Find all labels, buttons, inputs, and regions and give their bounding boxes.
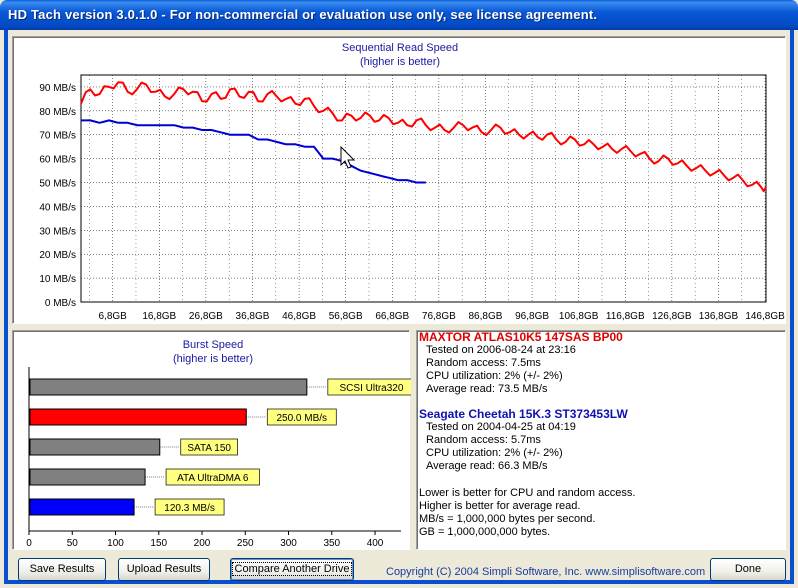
burst-bar	[29, 498, 135, 516]
burst-x-tick-label: 250	[237, 538, 254, 549]
x-tick-label: 86,8GB	[469, 311, 503, 322]
mouse-cursor-icon	[340, 145, 356, 169]
drive2-random-access: Random access: 5.7ms	[426, 434, 541, 446]
y-tick-label: 40 MB/s	[39, 202, 76, 213]
burst-bar-label: 250.0 MB/s	[276, 413, 327, 424]
drive2-info: Seagate Cheetah 15K.3 ST373453LW Tested …	[419, 408, 628, 473]
drive-info-panel: MAXTOR ATLAS10K5 147SAS BP00 Tested on 2…	[416, 330, 786, 550]
drive2-name: Seagate Cheetah 15K.3 ST373453LW	[419, 407, 628, 421]
burst-label-box	[327, 378, 411, 396]
burst-x-tick-label: 0	[26, 538, 32, 549]
x-tick-label: 26,8GB	[189, 311, 223, 322]
drive1-cpu: CPU utilization: 2% (+/- 2%)	[426, 370, 563, 382]
drive2-average: Average read: 66.3 MB/s	[426, 460, 548, 472]
x-tick-label: 36,8GB	[236, 311, 270, 322]
burst-bar	[29, 378, 308, 396]
series-line-seagate	[81, 119, 426, 184]
window-frame	[4, 30, 794, 584]
drive1-info: MAXTOR ATLAS10K5 147SAS BP00 Tested on 2…	[419, 331, 623, 396]
note-line: Higher is better for average read.	[419, 500, 581, 512]
x-tick-label: 96,8GB	[515, 311, 549, 322]
upload-results-label: Upload Results	[126, 563, 202, 575]
burst-label-box	[266, 408, 337, 426]
seq-chart-title: Sequential Read Speed	[341, 42, 459, 54]
info-notes: Lower is better for CPU and random acces…	[419, 487, 635, 539]
save-results-button[interactable]: Save Results	[18, 558, 106, 581]
note-line: Lower is better for CPU and random acces…	[419, 487, 636, 499]
burst-chart-title-block: Burst Speed (higher is better)	[113, 338, 313, 366]
x-tick-label: 136,8GB	[699, 311, 739, 322]
burst-label-box	[180, 438, 238, 456]
y-tick-label: 0 MB/s	[45, 298, 76, 309]
burst-x-tick-label: 200	[194, 538, 211, 549]
burst-bar-label: SATA 150	[187, 443, 231, 454]
seq-chart-subtitle: (higher is better)	[359, 56, 441, 68]
burst-label-box	[165, 468, 260, 486]
x-tick-label: 16,8GB	[142, 311, 176, 322]
x-tick-label: 66,8GB	[375, 311, 409, 322]
title-bar: HD Tach version 3.0.1.0 - For non-commer…	[0, 0, 798, 30]
y-tick-label: 50 MB/s	[39, 179, 76, 190]
burst-x-tick-label: 350	[323, 538, 340, 549]
x-tick-label: 76,8GB	[422, 311, 456, 322]
compare-another-drive-label: Compare Another Drive	[231, 562, 353, 576]
burst-bar-label: ATA UltraDMA 6	[177, 473, 249, 484]
burst-x-tick-label: 150	[150, 538, 167, 549]
y-tick-label: 70 MB/s	[39, 131, 76, 142]
y-tick-label: 80 MB/s	[39, 107, 76, 118]
sequential-read-chart: 0 MB/s 10 MB/s 20 MB/s 30 MB/s 40 MB/s 50 MB/…	[39, 74, 785, 322]
y-tick-label: 30 MB/s	[39, 226, 76, 237]
burst-bar	[29, 408, 247, 426]
burst-x-tick-label: 300	[280, 538, 297, 549]
x-tick-label: 6,8GB	[99, 311, 128, 322]
seq-chart-title-block: Sequential Read Speed (higher is better)	[13, 41, 787, 69]
burst-bar	[29, 468, 146, 486]
note-line: GB = 1,000,000,000 bytes.	[419, 526, 551, 538]
burst-chart-subtitle: (higher is better)	[172, 353, 254, 365]
x-tick-label: 46,8GB	[282, 311, 316, 322]
burst-speed-panel: Burst Speed (higher is better) 0 50 100 150…	[12, 330, 411, 550]
plot-area	[80, 74, 767, 303]
window-title: HD Tach version 3.0.1.0 - For non-commer…	[8, 7, 598, 22]
sequential-read-panel: Sequential Read Speed (higher is better)…	[12, 36, 786, 324]
y-tick-label: 10 MB/s	[39, 274, 76, 285]
burst-x-tick-label: 50	[67, 538, 79, 549]
drive2-cpu: CPU utilization: 2% (+/- 2%)	[426, 447, 563, 459]
burst-x-tick-label: 400	[367, 538, 384, 549]
burst-bar	[29, 438, 161, 456]
burst-label-box	[154, 498, 225, 516]
x-tick-label: 56,8GB	[329, 311, 363, 322]
x-tick-label: 146,8GB	[745, 311, 785, 322]
burst-chart-title: Burst Speed	[182, 339, 244, 351]
x-tick-label: 116,8GB	[606, 311, 645, 322]
upload-results-button[interactable]: Upload Results	[118, 558, 210, 581]
copyright-text: Copyright (C) 2004 Simpli Software, Inc.…	[386, 566, 706, 578]
x-tick-label: 106,8GB	[559, 311, 599, 322]
drive1-name: MAXTOR ATLAS10K5 147SAS BP00	[419, 330, 623, 344]
done-button[interactable]: Done	[710, 558, 786, 581]
save-results-label: Save Results	[29, 563, 95, 575]
series-line-maxtor	[80, 81, 767, 193]
burst-bar-label: 120.3 MB/s	[164, 503, 215, 514]
y-tick-label: 90 MB/s	[39, 83, 76, 94]
x-tick-label: 126,8GB	[652, 311, 692, 322]
drive1-tested: Tested on 2006-08-24 at 23:16	[426, 344, 576, 356]
burst-x-tick-label: 100	[107, 538, 124, 549]
drive1-random-access: Random access: 7.5ms	[426, 357, 541, 369]
drive1-average: Average read: 73.5 MB/s	[426, 383, 548, 395]
y-tick-label: 20 MB/s	[39, 250, 76, 261]
burst-speed-chart: 0 50 100 150 200 250 300 350 400 SCSI Ultra320 250…	[26, 367, 411, 549]
note-line: MB/s = 1,000,000 bytes per second.	[419, 513, 596, 525]
compare-another-drive-button[interactable]: Compare Another Drive	[230, 558, 354, 581]
burst-bar-label: SCSI Ultra320	[340, 383, 404, 394]
y-tick-label: 60 MB/s	[39, 155, 76, 166]
done-label: Done	[734, 563, 762, 575]
drive2-tested: Tested on 2004-04-25 at 04:19	[426, 421, 576, 433]
